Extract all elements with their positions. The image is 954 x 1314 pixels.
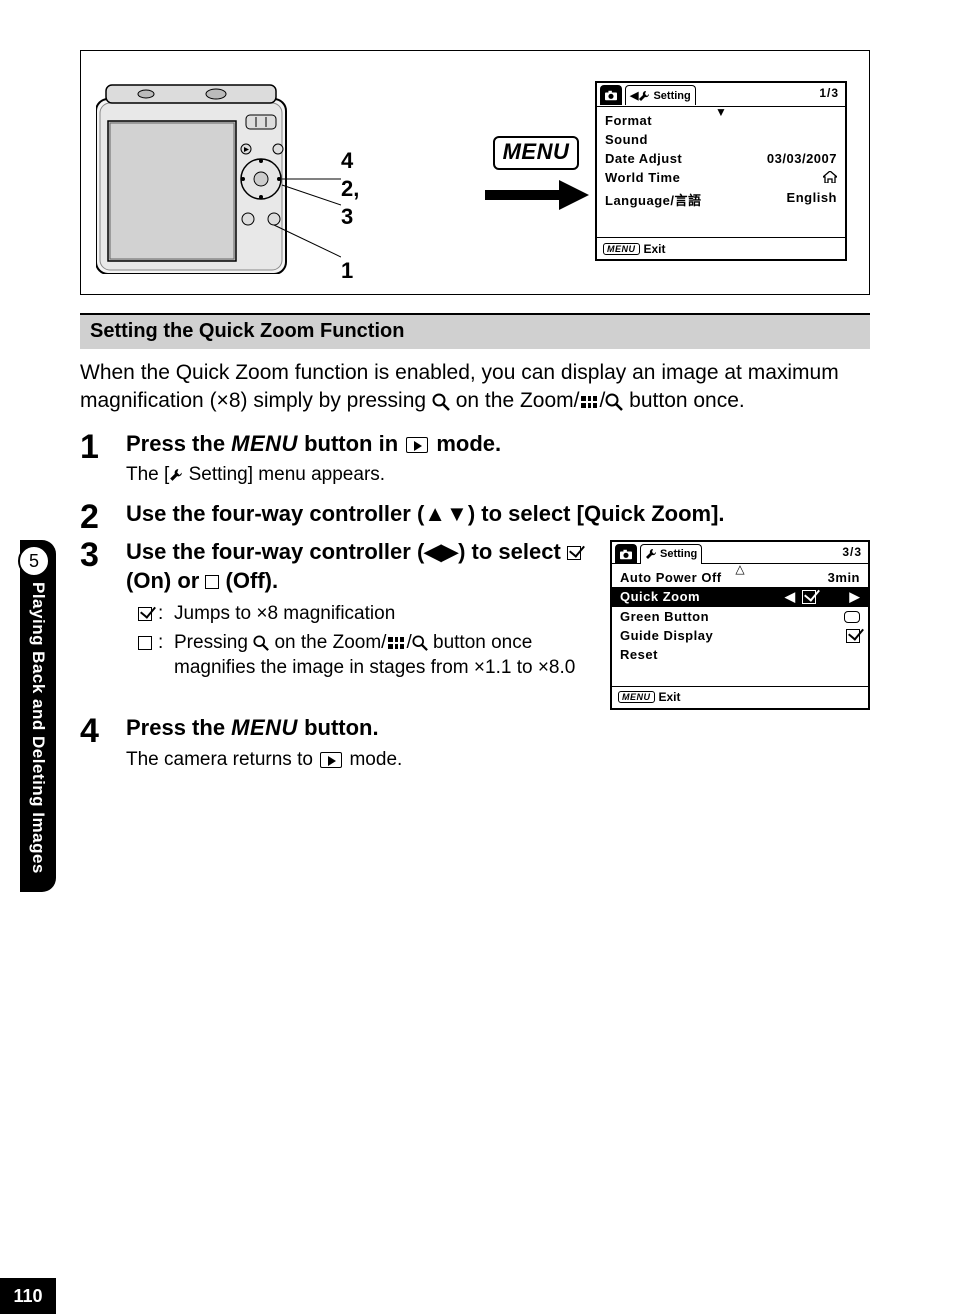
lcd-screen-1: ◀ Setting 1/3 ▼ Format Sound Date Adjust… [595, 81, 847, 261]
checkbox-off-icon [205, 575, 219, 589]
menu-tag-icon: MENU [618, 691, 655, 703]
menu-item: Language/言語 [605, 190, 702, 209]
left-arrow-icon: ◀ [785, 589, 796, 605]
home-icon [823, 171, 837, 186]
wrench-icon [638, 89, 650, 101]
menu-item-selected: Quick Zoom ◀▶ [612, 587, 868, 607]
step-4: 4 Press the MENU button. The camera retu… [80, 714, 870, 780]
menu-button-illustration: MENU [493, 136, 580, 170]
left-tri-icon: ◀ [630, 89, 638, 102]
menu-item: Guide Display [620, 628, 713, 644]
menu-item: Green Button [620, 609, 709, 624]
menu-value [844, 609, 860, 624]
exit-label: Exit [659, 690, 681, 704]
exit-label: Exit [644, 242, 666, 256]
camera-illustration [96, 79, 341, 274]
step-title: Use the four-way controller (▲▼) to sele… [126, 500, 870, 529]
magnifier-icon [412, 635, 428, 651]
thumbnail-icon [581, 396, 597, 408]
menu-item: World Time [605, 170, 680, 186]
menu-arrow-group: MENU [471, 136, 601, 215]
right-arrow-icon: ▶ [850, 589, 861, 605]
menu-value: 03/03/2007 [767, 151, 837, 166]
chapter-tab: Playing Back and Deleting Images [20, 540, 56, 892]
playback-icon [406, 437, 428, 453]
menu-label: MENU [231, 715, 298, 740]
checkbox-on-icon [802, 590, 816, 604]
magnifier-icon [432, 393, 450, 411]
menu-value: 3min [828, 570, 860, 585]
step-title: Press the MENU button in mode. [126, 430, 870, 459]
tab-title: Setting [653, 90, 690, 102]
menu-value [823, 170, 837, 186]
sidebar: Playing Back and Deleting Images 5 110 [0, 0, 56, 1314]
screen-page-indicator: 3/3 [842, 545, 862, 559]
chapter-title: Playing Back and Deleting Images [28, 582, 48, 874]
section-heading: Setting the Quick Zoom Function [80, 313, 870, 349]
checkbox-on-icon [138, 607, 152, 621]
step-number: 4 [80, 714, 126, 780]
step-2: 2 Use the four-way controller (▲▼) to se… [80, 500, 870, 534]
scroll-up-icon: △ [735, 562, 744, 576]
arrow-icon [471, 180, 601, 215]
screen-page-indicator: 1/3 [819, 86, 839, 100]
green-button-icon [844, 611, 860, 623]
option-on: : Jumps to ×8 magnification [132, 601, 590, 627]
diagram-frame: 4 2, 3 1 MENU ◀ Setting 1/3 [80, 50, 870, 295]
lcd-screen-2: Setting 3/3 △ Auto Power Off3min Quick Z… [610, 540, 870, 710]
page-number: 110 [0, 1278, 56, 1314]
menu-item: Auto Power Off [620, 570, 722, 585]
menu-label: MENU [231, 431, 298, 456]
camera-tab-icon [600, 85, 622, 105]
step-number: 2 [80, 500, 126, 534]
step-number: 1 [80, 430, 126, 496]
callout-1: 1 [341, 257, 353, 285]
checkbox-on-icon [846, 629, 860, 643]
step-subtext: The [ Setting] menu appears. [126, 462, 870, 488]
wrench-icon [169, 464, 183, 485]
callout-4: 4 [341, 147, 353, 175]
magnifier-icon [253, 635, 269, 651]
menu-value: English [787, 190, 837, 209]
menu-item: Sound [605, 132, 648, 147]
callout-23: 2, 3 [341, 175, 359, 230]
scroll-down-icon: ▼ [715, 105, 727, 119]
thumbnail-icon [388, 637, 404, 649]
setting-tab: ◀ Setting [625, 85, 696, 105]
step-title: Use the four-way controller (◀▶) to sele… [126, 538, 590, 595]
menu-item: Reset [620, 647, 658, 662]
menu-item: Format [605, 113, 652, 128]
checkbox-off-icon [138, 636, 152, 650]
setting-tab: Setting [640, 544, 702, 564]
step-3: 3 Use the four-way controller (◀▶) to se… [80, 538, 870, 710]
step-1: 1 Press the MENU button in mode. The [ S… [80, 430, 870, 496]
menu-item: Date Adjust [605, 151, 682, 166]
option-off: : Pressing on the Zoom// button once mag… [132, 630, 590, 681]
step-subtext: The camera returns to mode. [126, 747, 870, 773]
menu-tag-icon: MENU [603, 243, 640, 255]
playback-icon [320, 752, 342, 768]
chapter-number: 5 [18, 545, 50, 577]
menu-value [846, 628, 860, 644]
intro-paragraph: When the Quick Zoom function is enabled,… [80, 359, 870, 416]
magnifier-icon [605, 393, 623, 411]
step-number: 3 [80, 538, 126, 710]
tab-title: Setting [660, 548, 697, 560]
step-title: Press the MENU button. [126, 714, 870, 743]
camera-tab-icon [615, 544, 637, 564]
wrench-icon [645, 548, 657, 560]
checkbox-on-icon [567, 546, 581, 560]
